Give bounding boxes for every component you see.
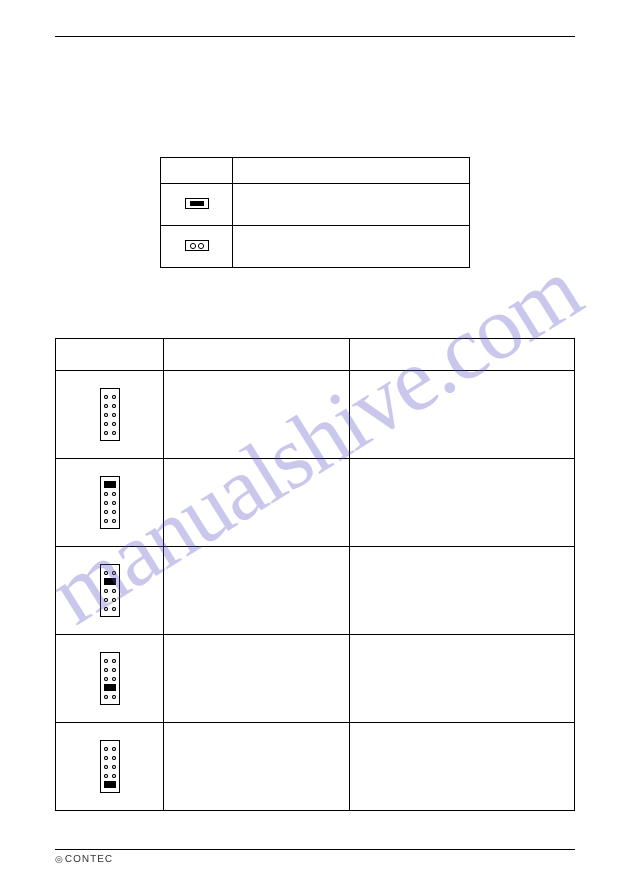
- jumper-note: [350, 635, 575, 723]
- legend-header-right: [233, 158, 470, 184]
- brand-logo: ◎CONTEC: [55, 854, 575, 865]
- switch-closed-icon: [161, 184, 233, 226]
- table-row: [161, 184, 470, 226]
- switch-open-icon: [161, 226, 233, 268]
- jumper-header-2: [164, 339, 350, 371]
- jumper-note: [350, 547, 575, 635]
- table-row: [56, 371, 575, 459]
- jumper-note: [350, 371, 575, 459]
- jumper-icon: [56, 371, 164, 459]
- table-row: [56, 635, 575, 723]
- jumper-icon: [56, 459, 164, 547]
- table1-container: [55, 157, 575, 268]
- jumper-header-3: [350, 339, 575, 371]
- jumper-icon: [56, 547, 164, 635]
- jumper-table: [55, 338, 575, 811]
- page: ◎CONTEC: [0, 0, 630, 893]
- jumper-icon: [56, 723, 164, 811]
- jumper-icon: [56, 635, 164, 723]
- legend-cell: [233, 184, 470, 226]
- jumper-header-1: [56, 339, 164, 371]
- table-row: [56, 459, 575, 547]
- legend-cell: [233, 226, 470, 268]
- jumper-desc: [164, 547, 350, 635]
- top-rule: [55, 36, 575, 37]
- jumper-desc: [164, 371, 350, 459]
- legend-table: [160, 157, 470, 268]
- jumper-desc: [164, 723, 350, 811]
- jumper-note: [350, 459, 575, 547]
- table-row: [56, 547, 575, 635]
- table-row: [56, 723, 575, 811]
- table-row: [161, 226, 470, 268]
- jumper-desc: [164, 635, 350, 723]
- jumper-note: [350, 723, 575, 811]
- legend-header-left: [161, 158, 233, 184]
- brand-text: CONTEC: [65, 854, 113, 865]
- footer: ◎CONTEC: [55, 849, 575, 865]
- jumper-desc: [164, 459, 350, 547]
